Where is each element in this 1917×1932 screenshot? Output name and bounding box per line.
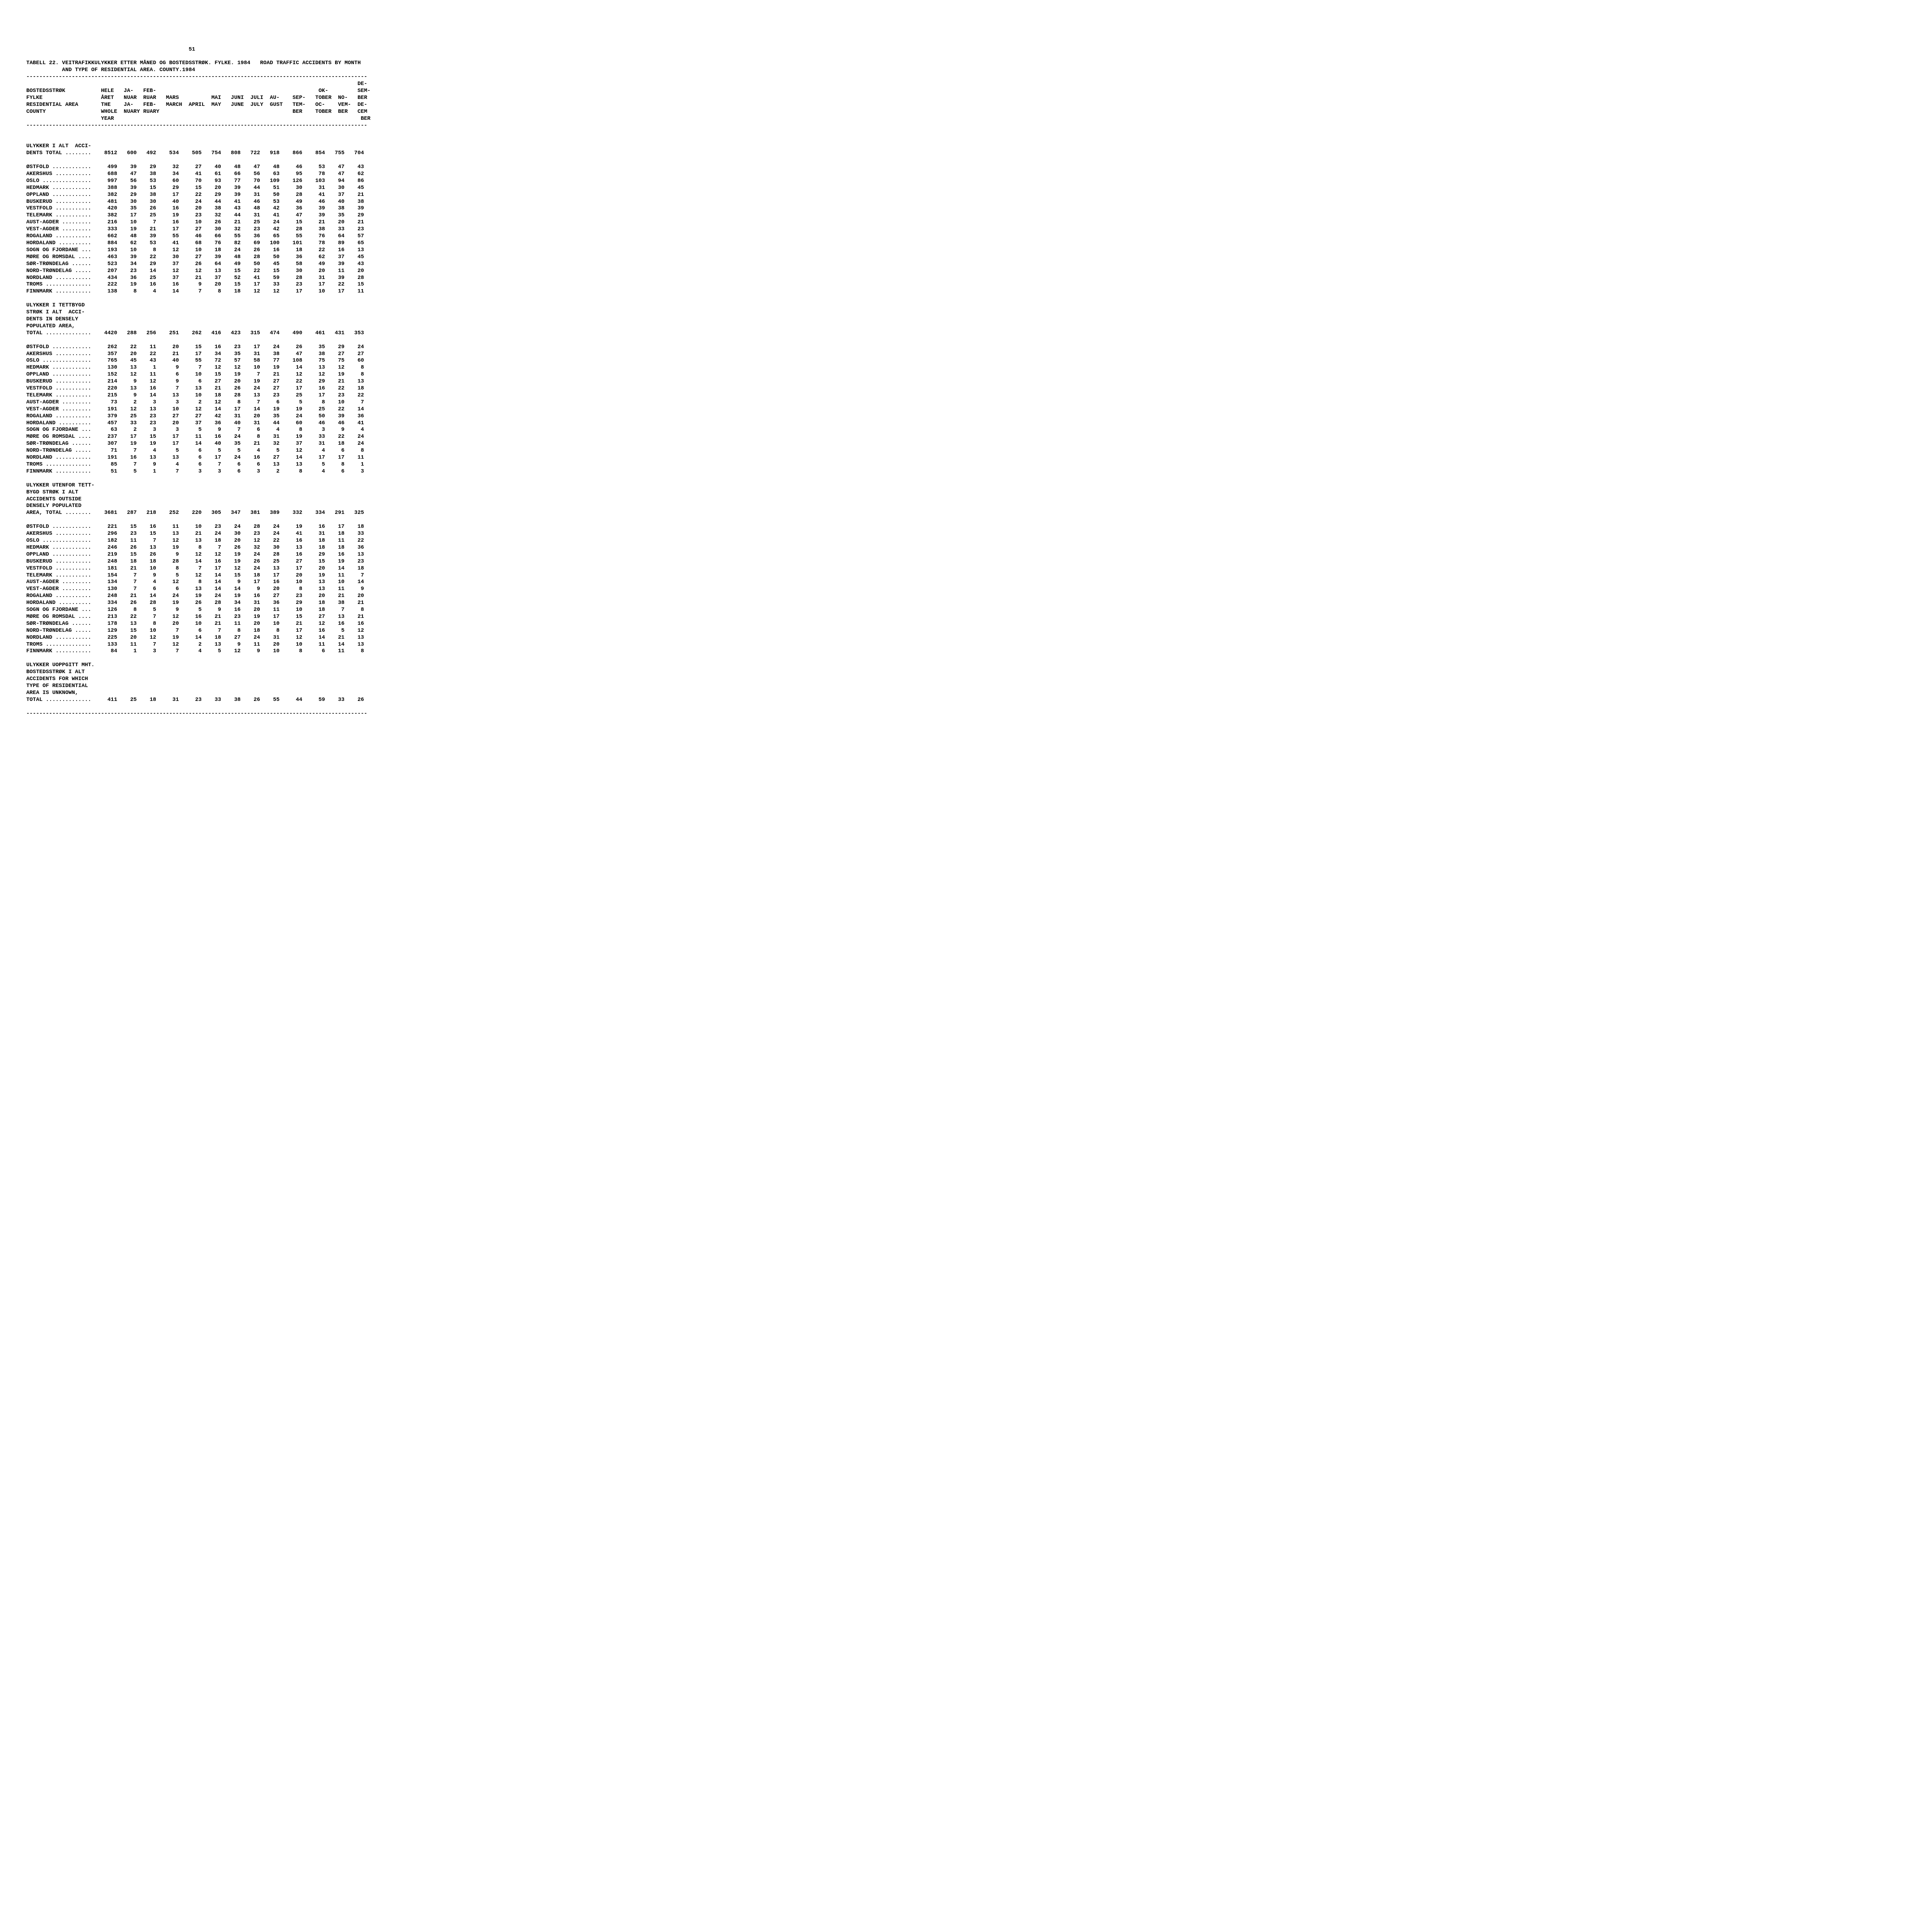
document-page: 51 TABELL 22. VEITRAFIKKULYKKER ETTER MÅ… <box>26 46 371 718</box>
